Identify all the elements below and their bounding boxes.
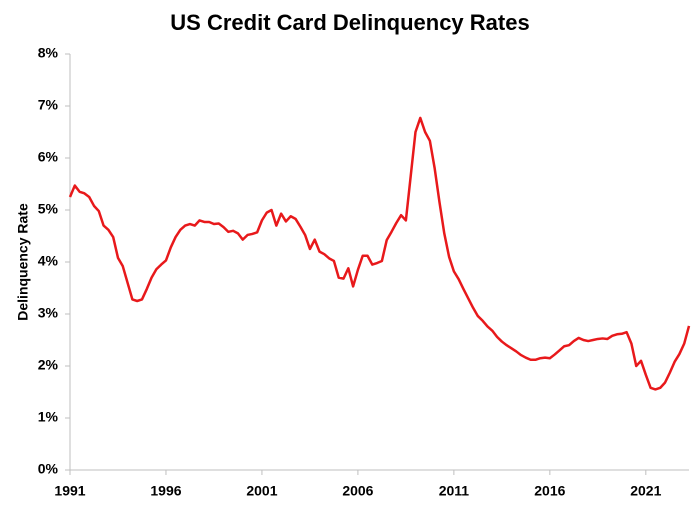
y-tick-label: 8% <box>38 45 59 61</box>
x-tick-label: 2016 <box>534 483 565 499</box>
y-tick-label: 1% <box>38 409 59 425</box>
y-tick-label: 5% <box>38 201 59 217</box>
y-tick-label: 7% <box>38 97 59 113</box>
x-tick-label: 2021 <box>630 483 661 499</box>
chart-title: US Credit Card Delinquency Rates <box>170 10 529 35</box>
x-tick-label: 1996 <box>150 483 181 499</box>
data-line <box>68 116 691 391</box>
x-tick-label: 2001 <box>246 483 277 499</box>
x-tick-label: 2011 <box>439 483 470 499</box>
y-tick-label: 0% <box>38 461 59 477</box>
y-tick-label: 6% <box>38 149 59 165</box>
x-tick-label: 1991 <box>54 483 85 499</box>
y-tick-label: 3% <box>38 305 59 321</box>
y-tick-label: 4% <box>38 253 59 269</box>
y-tick-label: 2% <box>38 357 59 373</box>
y-axis-label: Delinquency Rate <box>15 203 31 321</box>
x-tick-label: 2006 <box>342 483 373 499</box>
